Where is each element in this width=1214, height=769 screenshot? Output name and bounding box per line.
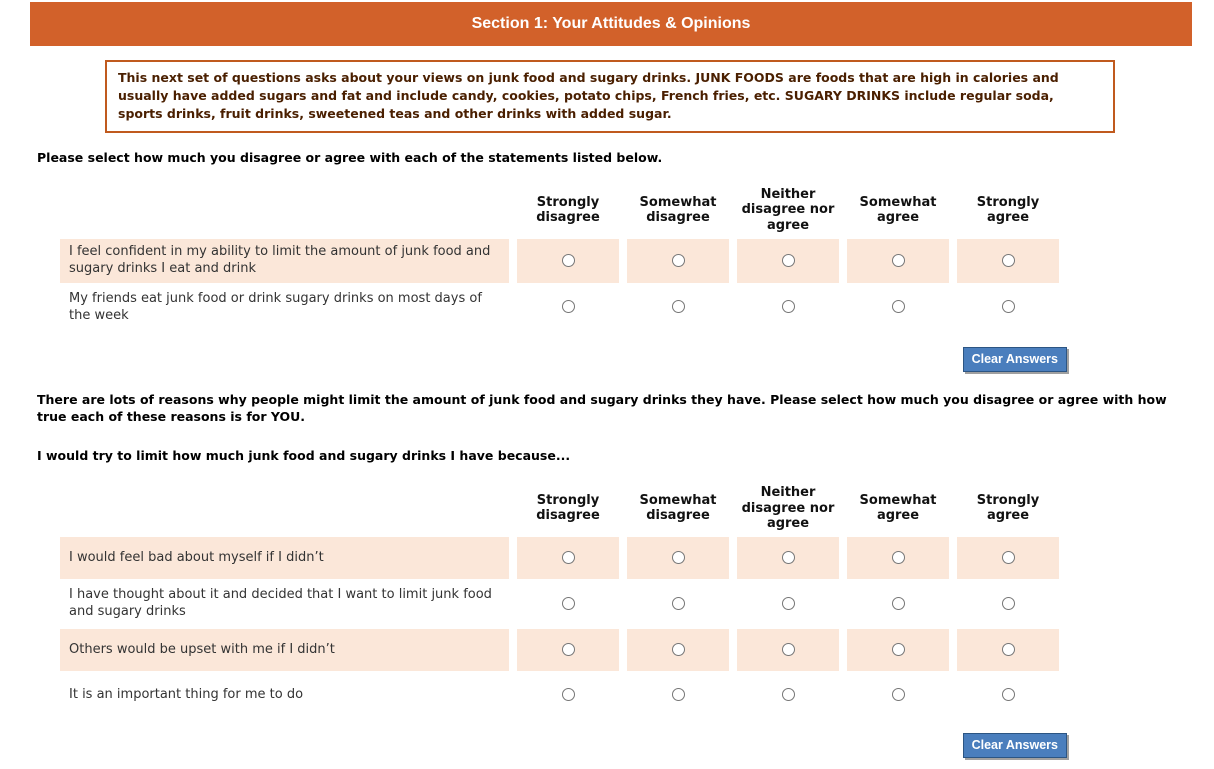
- radio-neither[interactable]: [781, 642, 795, 656]
- radio-strongly-agree[interactable]: [1001, 687, 1015, 701]
- clear-answers-button[interactable]: Clear Answers: [962, 733, 1067, 759]
- radio-neither[interactable]: [781, 687, 795, 701]
- column-header-strongly-disagree: Strongly disagree: [536, 194, 600, 226]
- radio-somewhat-agree[interactable]: [891, 687, 905, 701]
- radio-somewhat-agree[interactable]: [891, 642, 905, 656]
- clear-answers-button[interactable]: Clear Answers: [962, 346, 1067, 372]
- clear-answers-row-1: Clear Answers: [60, 346, 1067, 372]
- intro-text: This next set of questions asks about yo…: [118, 70, 1059, 121]
- column-header-somewhat-agree: Somewhat agree: [859, 194, 937, 226]
- statement-row: It is an important thing for me to do: [60, 674, 1059, 716]
- radio-strongly-disagree[interactable]: [561, 687, 575, 701]
- radio-strongly-disagree[interactable]: [561, 596, 575, 610]
- statement-header-empty: [60, 184, 509, 236]
- radio-somewhat-disagree[interactable]: [671, 300, 685, 314]
- radio-somewhat-agree[interactable]: [891, 300, 905, 314]
- statement-header-empty: [60, 482, 509, 534]
- radio-somewhat-disagree[interactable]: [671, 687, 685, 701]
- radio-somewhat-disagree[interactable]: [671, 550, 685, 564]
- column-header-somewhat-disagree: Somewhat disagree: [639, 194, 717, 226]
- statement-text: I feel confident in my ability to limit …: [60, 239, 509, 283]
- column-header-strongly-agree: Strongly agree: [976, 194, 1040, 226]
- radio-strongly-agree[interactable]: [1001, 300, 1015, 314]
- radio-neither[interactable]: [781, 253, 795, 267]
- column-header-somewhat-agree: Somewhat agree: [859, 492, 937, 524]
- scale-header-row: Strongly disagree Somewhat disagree Neit…: [60, 482, 1059, 534]
- radio-somewhat-agree[interactable]: [891, 596, 905, 610]
- column-header-neither: Neither disagree nor agree: [741, 186, 835, 233]
- radio-neither[interactable]: [781, 596, 795, 610]
- statement-text: It is an important thing for me to do: [69, 686, 304, 702]
- radio-somewhat-disagree[interactable]: [671, 253, 685, 267]
- column-header-strongly-agree: Strongly agree: [976, 492, 1040, 524]
- instruction-reasons: There are lots of reasons why people mig…: [37, 391, 1167, 424]
- radio-strongly-disagree[interactable]: [561, 300, 575, 314]
- attitudes-matrix-table: Strongly disagree Somewhat disagree Neit…: [52, 181, 1067, 333]
- statement-row: I have thought about it and decided that…: [60, 582, 1059, 626]
- radio-strongly-disagree[interactable]: [561, 550, 575, 564]
- statement-text: I would feel bad about myself if I didn’…: [60, 537, 509, 580]
- section-header-bar: Section 1: Your Attitudes & Opinions: [30, 2, 1192, 46]
- radio-strongly-agree[interactable]: [1001, 642, 1015, 656]
- radio-somewhat-agree[interactable]: [891, 253, 905, 267]
- radio-strongly-agree[interactable]: [1001, 253, 1015, 267]
- radio-somewhat-agree[interactable]: [891, 550, 905, 564]
- instruction-lead-in: I would try to limit how much junk food …: [37, 448, 571, 464]
- radio-neither[interactable]: [781, 550, 795, 564]
- radio-strongly-disagree[interactable]: [561, 253, 575, 267]
- column-header-somewhat-disagree: Somewhat disagree: [639, 492, 717, 524]
- reasons-matrix-table: Strongly disagree Somewhat disagree Neit…: [52, 479, 1067, 719]
- statement-row: I would feel bad about myself if I didn’…: [60, 537, 1059, 580]
- statement-text: I have thought about it and decided that…: [69, 587, 492, 620]
- radio-strongly-agree[interactable]: [1001, 596, 1015, 610]
- clear-answers-row-2: Clear Answers: [60, 733, 1067, 759]
- instruction-select-statements: Please select how much you disagree or a…: [37, 150, 663, 166]
- scale-header-row: Strongly disagree Somewhat disagree Neit…: [60, 184, 1059, 236]
- radio-strongly-disagree[interactable]: [561, 642, 575, 656]
- radio-neither[interactable]: [781, 300, 795, 314]
- section-title: Section 1: Your Attitudes & Opinions: [471, 15, 751, 32]
- radio-somewhat-disagree[interactable]: [671, 596, 685, 610]
- statement-row: Others would be upset with me if I didn’…: [60, 629, 1059, 672]
- radio-strongly-agree[interactable]: [1001, 550, 1015, 564]
- statement-text: My friends eat junk food or drink sugary…: [69, 290, 482, 323]
- column-header-strongly-disagree: Strongly disagree: [536, 492, 600, 524]
- intro-box: This next set of questions asks about yo…: [105, 60, 1115, 134]
- statement-text: Others would be upset with me if I didn’…: [60, 629, 509, 672]
- statement-row: I feel confident in my ability to limit …: [60, 239, 1059, 283]
- statement-row: My friends eat junk food or drink sugary…: [60, 286, 1059, 330]
- column-header-neither: Neither disagree nor agree: [741, 484, 835, 532]
- radio-somewhat-disagree[interactable]: [671, 642, 685, 656]
